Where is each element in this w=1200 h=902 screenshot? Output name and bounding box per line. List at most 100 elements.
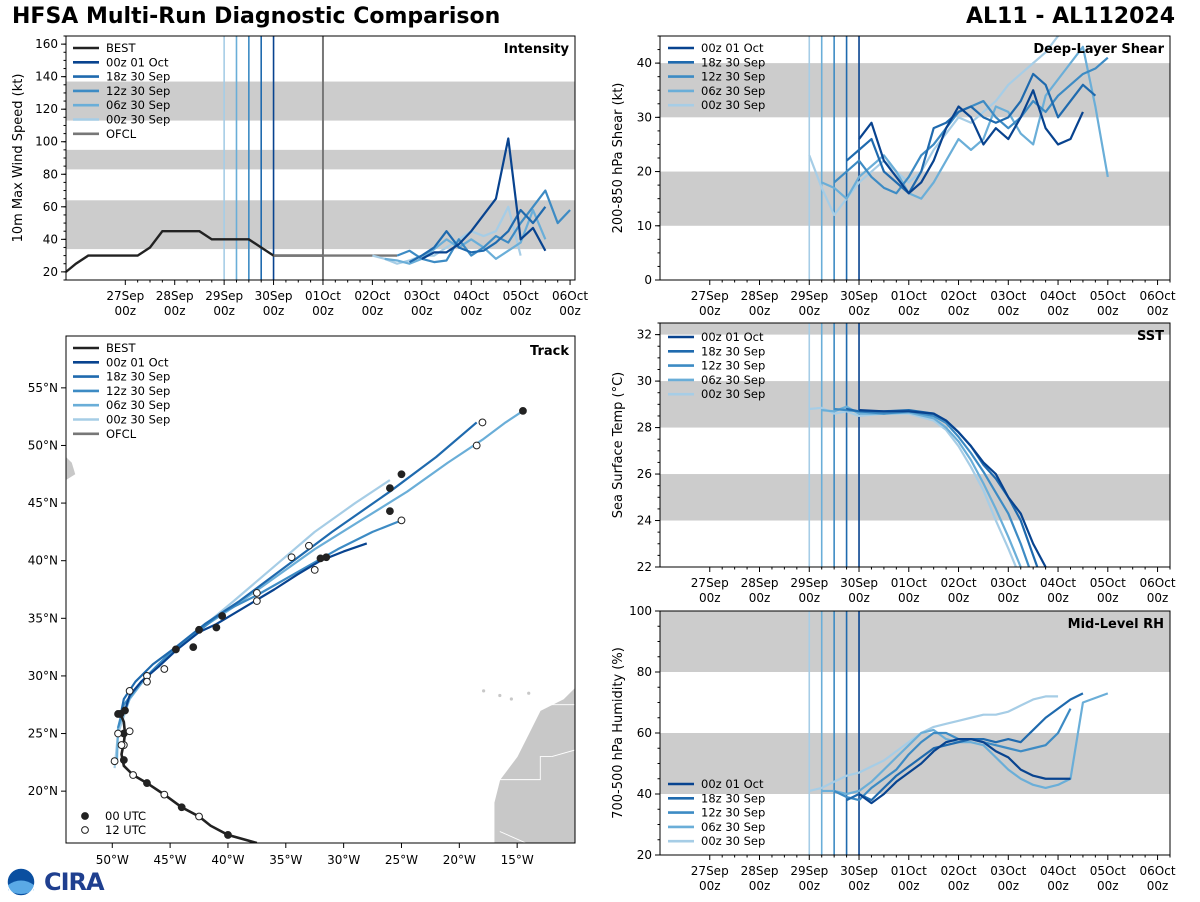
legend-label: 12z 30 Sep <box>701 70 765 84</box>
x-tick-date-label: 27Sep <box>691 289 729 303</box>
plot-area <box>66 36 575 280</box>
track-marker-12utc <box>195 812 203 821</box>
lat-tick-label: 20°N <box>28 784 58 798</box>
x-tick-date-label: 06Oct <box>1140 864 1176 878</box>
x-tick-date-label: 01Oct <box>305 289 341 303</box>
map-frame <box>65 335 576 844</box>
category-band <box>660 323 1170 335</box>
track-marker-12utc <box>478 418 487 427</box>
figure-title: HFSA Multi-Run Diagnostic Comparison <box>12 4 501 29</box>
track-line-00z-30-sep <box>113 479 391 769</box>
legend-label: 06z 30 Sep <box>701 820 765 834</box>
track-marker-00utc <box>121 706 129 715</box>
track-marker-12utc <box>110 757 119 766</box>
x-tick-date-label: 06Oct <box>552 289 588 303</box>
series-line-18z-30-sep <box>845 72 1097 195</box>
shear-panel: 01020304027Sep00z28Sep00z29Sep00z30Sep00… <box>611 35 1176 318</box>
legend-label: 06z 30 Sep <box>106 398 170 412</box>
x-tick-hour-label: 00z <box>411 304 433 318</box>
x-tick-date-label: 27Sep <box>106 289 144 303</box>
legend-label: OFCL <box>106 427 137 441</box>
legend-label: 00 UTC <box>105 809 146 823</box>
y-tick-label: 100 <box>35 135 58 149</box>
x-tick-hour-label: 00z <box>263 304 285 318</box>
y-tick-label: 40 <box>637 56 652 70</box>
noaa-icon <box>6 867 36 897</box>
panel-title: Track <box>530 344 569 359</box>
x-tick-hour-label: 00z <box>948 591 970 605</box>
category-band <box>660 171 1170 226</box>
x-tick-hour-label: 00z <box>460 304 482 318</box>
category-band <box>660 474 1170 521</box>
y-axis-label: Sea Surface Temp (°C) <box>611 372 626 519</box>
plot-area <box>660 323 1170 567</box>
y-tick-label: 80 <box>43 167 58 181</box>
track-marker-12utc <box>129 771 137 779</box>
legend-label: 00z 01 Oct <box>701 330 764 344</box>
panel-title: Intensity <box>504 42 570 57</box>
legend-label: 06z 30 Sep <box>106 98 170 112</box>
sst-panel: 22242628303227Sep00z28Sep00z29Sep00z30Se… <box>611 322 1176 605</box>
y-tick-label: 60 <box>637 726 652 740</box>
y-tick-label: 22 <box>637 560 652 574</box>
x-tick-hour-label: 00z <box>898 304 920 318</box>
track-marker-12utc <box>252 589 261 597</box>
legend-label: 12z 30 Sep <box>701 806 765 820</box>
track-marker-00utc <box>119 756 128 764</box>
x-tick-hour-label: 00z <box>898 591 920 605</box>
category-band <box>660 381 1170 428</box>
x-tick-hour-label: 00z <box>848 879 870 893</box>
x-tick-date-label: 27Sep <box>691 576 729 590</box>
x-tick-hour-label: 00z <box>699 591 721 605</box>
x-tick-date-label: 01Oct <box>891 864 927 878</box>
track-marker-12utc <box>472 441 481 450</box>
rh-panel: 2040608010027Sep00z28Sep00z29Sep00z30Sep… <box>611 604 1176 893</box>
y-tick-label: 10 <box>637 219 652 233</box>
track-marker-00utc <box>143 779 151 787</box>
plot-area <box>660 36 1170 280</box>
x-tick-date-label: 30Sep <box>255 289 293 303</box>
lon-tick-label: 30°W <box>327 853 360 867</box>
x-tick-hour-label: 00z <box>749 591 771 605</box>
x-tick-date-label: 02Oct <box>941 576 977 590</box>
track-marker-12utc <box>125 687 134 695</box>
cira-logo-text: CIRA <box>44 868 105 896</box>
y-tick-label: 20 <box>637 848 652 862</box>
series-line-00z-01-oct <box>858 737 1071 805</box>
legend-label: 00z 30 Sep <box>701 387 765 401</box>
x-tick-hour-label: 00z <box>1097 879 1119 893</box>
legend-label: 12z 30 Sep <box>106 84 170 98</box>
lon-tick-label: 25°W <box>385 853 418 867</box>
x-tick-date-label: 05Oct <box>1090 289 1126 303</box>
legend-label: 06z 30 Sep <box>701 84 765 98</box>
track-marker-12utc <box>305 541 313 550</box>
x-tick-hour-label: 00z <box>362 304 384 318</box>
legend-label: 00z 30 Sep <box>701 98 765 112</box>
x-tick-hour-label: 00z <box>213 304 235 318</box>
y-tick-label: 80 <box>637 665 652 679</box>
y-tick-label: 30 <box>637 374 652 388</box>
legend-label: 18z 30 Sep <box>106 70 170 84</box>
y-tick-label: 40 <box>43 232 58 246</box>
x-tick-hour-label: 00z <box>164 304 186 318</box>
legend-label: 00z 30 Sep <box>106 113 170 127</box>
legend-marker-00utc <box>81 812 89 820</box>
category-band <box>66 81 575 121</box>
series-line-00z-30-sep <box>809 406 1018 567</box>
track-marker-12utc <box>287 553 296 562</box>
legend-label: 00z 01 Oct <box>106 55 169 69</box>
legend-label: 18z 30 Sep <box>106 370 170 384</box>
series-line-06z-30-sep <box>821 45 1109 200</box>
legend-label: 00z 01 Oct <box>701 777 764 791</box>
y-tick-label: 120 <box>35 102 58 116</box>
legend-label: BEST <box>106 41 136 55</box>
track-marker-12utc <box>160 665 169 673</box>
lat-tick-label: 55°N <box>28 381 58 395</box>
lon-tick-label: 35°W <box>269 853 302 867</box>
x-tick-hour-label: 00z <box>1047 591 1069 605</box>
x-tick-hour-label: 00z <box>1097 591 1119 605</box>
track-marker-00utc <box>316 554 325 563</box>
y-tick-label: 20 <box>637 165 652 179</box>
legend-label: BEST <box>106 341 136 355</box>
map-area <box>66 406 575 843</box>
